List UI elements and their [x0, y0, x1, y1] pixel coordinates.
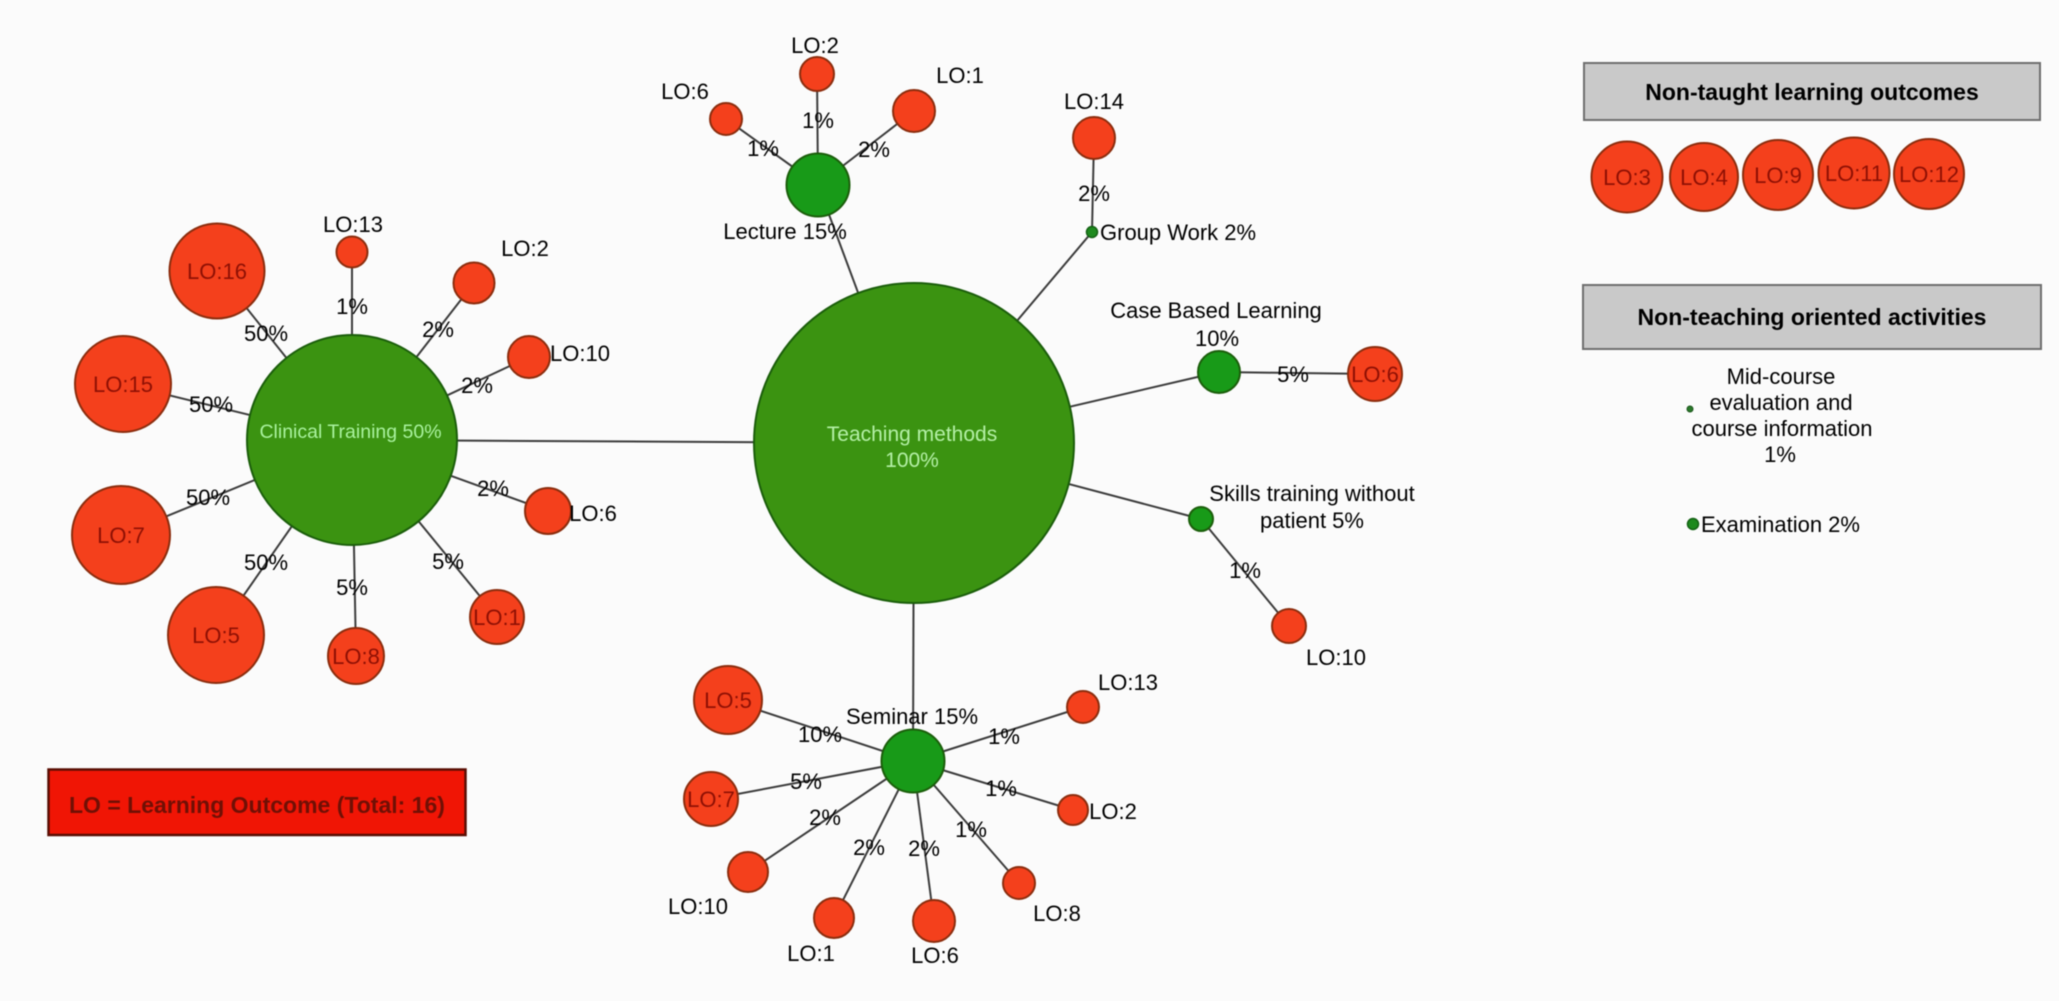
svg-text:LO:16: LO:16: [187, 259, 247, 284]
svg-text:50%: 50%: [189, 392, 233, 417]
svg-text:Teaching methods: Teaching methods: [827, 423, 997, 446]
svg-text:2%: 2%: [461, 373, 493, 398]
svg-text:Mid-course: Mid-course: [1727, 364, 1836, 389]
svg-text:2%: 2%: [853, 835, 885, 860]
svg-text:LO:2: LO:2: [1089, 799, 1137, 824]
svg-text:Skills training without: Skills training without: [1209, 481, 1414, 506]
svg-text:1%: 1%: [747, 136, 779, 161]
svg-text:LO:7: LO:7: [687, 787, 735, 812]
svg-text:LO:6: LO:6: [911, 943, 959, 968]
svg-text:LO:7: LO:7: [97, 523, 145, 548]
svg-text:1%: 1%: [802, 108, 834, 133]
svg-text:Seminar 15%: Seminar 15%: [846, 704, 978, 729]
svg-text:LO:13: LO:13: [323, 212, 383, 237]
svg-text:2%: 2%: [908, 836, 940, 861]
svg-text:LO:12: LO:12: [1899, 162, 1959, 187]
svg-text:2%: 2%: [809, 805, 841, 830]
svg-text:LO:15: LO:15: [93, 372, 153, 397]
svg-text:LO:1: LO:1: [473, 605, 521, 630]
svg-text:Examination 2%: Examination 2%: [1701, 512, 1860, 537]
svg-text:1%: 1%: [336, 294, 368, 319]
svg-text:Clinical Training 50%: Clinical Training 50%: [259, 421, 441, 443]
svg-text:LO:6: LO:6: [569, 501, 617, 526]
svg-text:1%: 1%: [985, 776, 1017, 801]
svg-text:5%: 5%: [432, 549, 464, 574]
svg-text:course information: course information: [1692, 416, 1873, 441]
svg-text:Case Based Learning: Case Based Learning: [1110, 298, 1322, 323]
svg-text:LO:10: LO:10: [668, 894, 728, 919]
svg-text:LO:10: LO:10: [1306, 645, 1366, 670]
svg-text:LO:13: LO:13: [1098, 670, 1158, 695]
svg-text:LO:10: LO:10: [550, 341, 610, 366]
svg-text:LO:1: LO:1: [936, 63, 984, 88]
svg-text:LO:6: LO:6: [1351, 362, 1399, 387]
svg-text:evaluation and: evaluation and: [1709, 390, 1852, 415]
svg-text:2%: 2%: [477, 476, 509, 501]
svg-text:Non-teaching oriented activiti: Non-teaching oriented activities: [1638, 304, 1987, 330]
svg-text:Group Work 2%: Group Work 2%: [1100, 220, 1256, 245]
svg-text:LO:4: LO:4: [1680, 165, 1728, 190]
svg-text:LO:9: LO:9: [1754, 163, 1802, 188]
svg-text:LO:1: LO:1: [787, 941, 835, 966]
svg-text:5%: 5%: [790, 769, 822, 794]
svg-text:1%: 1%: [1229, 558, 1261, 583]
svg-text:2%: 2%: [1078, 181, 1110, 206]
svg-text:10%: 10%: [798, 722, 842, 747]
svg-text:Lecture 15%: Lecture 15%: [723, 219, 847, 244]
svg-text:1%: 1%: [955, 817, 987, 842]
svg-text:LO:2: LO:2: [501, 236, 549, 261]
svg-text:LO:2: LO:2: [791, 33, 839, 58]
svg-text:LO:5: LO:5: [704, 688, 752, 713]
svg-text:1%: 1%: [1764, 442, 1796, 467]
svg-text:LO:11: LO:11: [1825, 161, 1883, 186]
svg-text:50%: 50%: [244, 321, 288, 346]
svg-text:LO:14: LO:14: [1064, 89, 1124, 114]
svg-text:50%: 50%: [186, 485, 230, 510]
svg-text:2%: 2%: [422, 317, 454, 342]
svg-text:patient 5%: patient 5%: [1260, 508, 1364, 533]
svg-text:5%: 5%: [336, 575, 368, 600]
svg-text:LO:8: LO:8: [1033, 901, 1081, 926]
svg-text:LO:6: LO:6: [661, 79, 709, 104]
svg-text:2%: 2%: [858, 137, 890, 162]
svg-text:50%: 50%: [244, 550, 288, 575]
svg-text:10%: 10%: [1195, 326, 1239, 351]
svg-text:LO = Learning Outcome (Total:: LO = Learning Outcome (Total: 16): [69, 792, 445, 818]
svg-text:5%: 5%: [1277, 362, 1309, 387]
svg-text:LO:5: LO:5: [192, 623, 240, 648]
svg-text:Non-taught learning outcomes: Non-taught learning outcomes: [1645, 79, 1979, 105]
svg-text:LO:3: LO:3: [1603, 165, 1651, 190]
svg-text:LO:8: LO:8: [332, 644, 380, 669]
svg-text:100%: 100%: [885, 449, 939, 472]
svg-text:1%: 1%: [988, 724, 1020, 749]
